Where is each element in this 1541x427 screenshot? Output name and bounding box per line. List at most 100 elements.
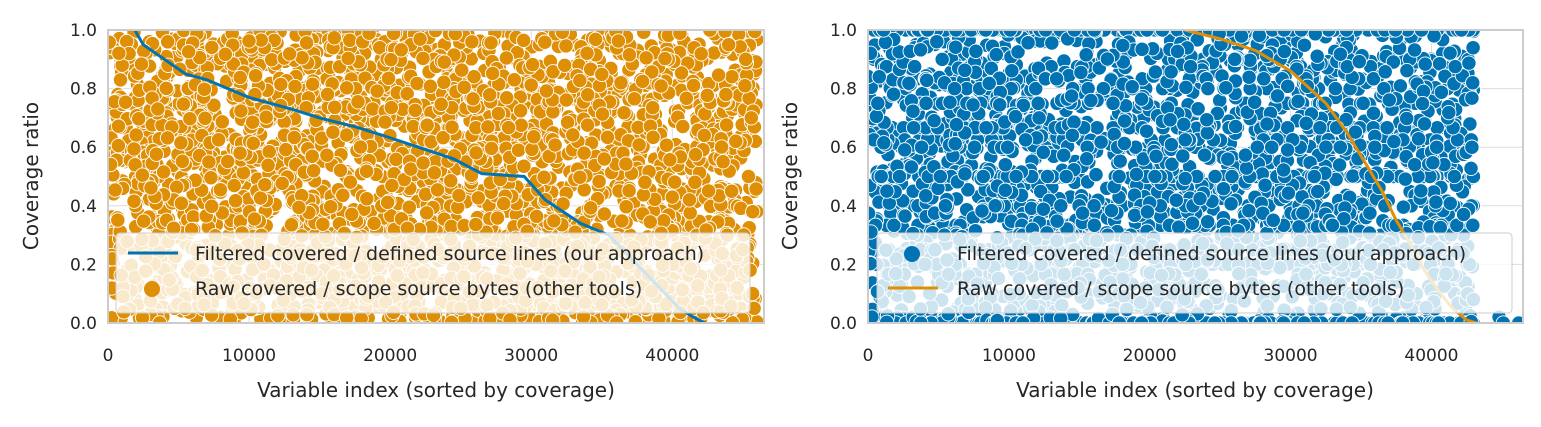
scatter-point [639,51,653,65]
scatter-point [665,190,679,204]
scatter-point [444,219,458,233]
scatter-point [427,166,441,180]
scatter-point [306,164,320,178]
scatter-point [619,200,633,214]
scatter-point [457,80,471,94]
scatter-point [242,34,256,48]
scatter-point [111,213,125,227]
scatter-point [381,71,395,85]
scatter-point [1005,63,1019,77]
left-y-tick-label: 0.4 [70,197,97,217]
scatter-point [739,52,753,66]
scatter-point [614,76,628,90]
scatter-point [430,183,444,197]
scatter-point [688,175,702,189]
scatter-point [694,47,708,61]
scatter-point [668,175,682,189]
scatter-point [516,33,530,47]
scatter-point [525,57,539,71]
right-chart: 0.0 0.2 0.4 0.6 0.8 1.0 0 10000 20000 30… [778,21,1526,402]
scatter-point [233,146,247,160]
scatter-point [228,194,242,208]
scatter-point [595,107,609,121]
scatter-point [718,24,732,38]
scatter-point [113,73,127,87]
scatter-point [503,313,517,327]
scatter-point [444,174,458,188]
scatter-point [111,138,125,152]
scatter-point [525,142,539,156]
scatter-point [384,100,398,114]
scatter-point [343,175,357,189]
scatter-point [555,25,569,39]
scatter-point [151,102,165,116]
scatter-point [299,36,313,50]
scatter-point [546,313,560,327]
scatter-point [558,58,572,72]
scatter-point [259,110,273,124]
scatter-point [573,170,587,184]
scatter-point [336,188,350,202]
scatter-point [632,138,646,152]
scatter-point [247,212,261,226]
scatter-point [160,131,174,145]
scatter-point [305,149,319,163]
scatter-point [333,163,347,177]
scatter-point [445,120,459,134]
scatter-point [676,119,690,133]
scatter-point [144,181,158,195]
scatter-point [654,79,668,93]
left-x-axis-label: Variable index (sorted by coverage) [257,378,615,402]
scatter-point [722,38,736,52]
scatter-point [615,214,629,228]
scatter-point [527,130,541,144]
scatter-point [679,91,693,105]
scatter-point [465,35,479,49]
scatter-point [434,97,448,111]
scatter-point [362,26,376,40]
scatter-point [663,153,677,167]
scatter-point [538,35,552,49]
scatter-point [700,88,714,102]
scatter-point [343,33,357,47]
scatter-point [218,47,232,61]
scatter-point [863,46,877,60]
scatter-point [1393,79,1407,93]
left-y-ticks: 0.0 0.2 0.4 0.6 0.8 1.0 [70,21,97,334]
scatter-point [227,178,241,192]
scatter-point [688,147,702,161]
scatter-point [353,140,367,154]
scatter-point [223,312,237,326]
scatter-point [170,180,184,194]
scatter-point [592,174,606,188]
scatter-point [697,128,711,142]
scatter-point [408,103,422,117]
scatter-point [738,79,752,93]
scatter-point [682,193,696,207]
scatter-point [108,183,122,197]
scatter-point [284,218,298,232]
scatter-point [485,66,499,80]
scatter-point [749,182,763,196]
scatter-point [588,32,602,46]
scatter-point [326,125,340,139]
scatter-point [500,91,514,105]
scatter-point [367,216,381,230]
scatter-point [198,111,212,125]
scatter-point [481,120,495,134]
scatter-point [316,217,330,231]
left-legend-dot-marker [144,281,160,297]
scatter-point [1113,154,1127,168]
scatter-point [420,206,434,220]
scatter-point [288,79,302,93]
scatter-point [627,92,641,106]
scatter-point [484,141,498,155]
scatter-point [134,57,148,71]
scatter-point [389,152,403,166]
scatter-point [275,176,289,190]
scatter-point [359,164,373,178]
scatter-point [701,184,715,198]
scatter-point [135,168,149,182]
scatter-point [744,111,758,125]
